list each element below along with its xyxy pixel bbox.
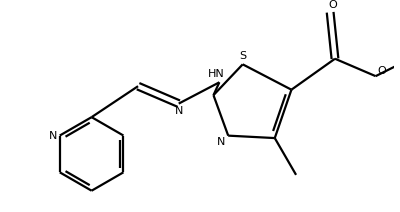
- Text: O: O: [329, 0, 338, 10]
- Text: N: N: [174, 106, 183, 116]
- Text: S: S: [239, 51, 246, 61]
- Text: O: O: [377, 66, 386, 76]
- Text: HN: HN: [208, 69, 225, 79]
- Text: N: N: [49, 131, 57, 141]
- Text: N: N: [217, 137, 226, 147]
